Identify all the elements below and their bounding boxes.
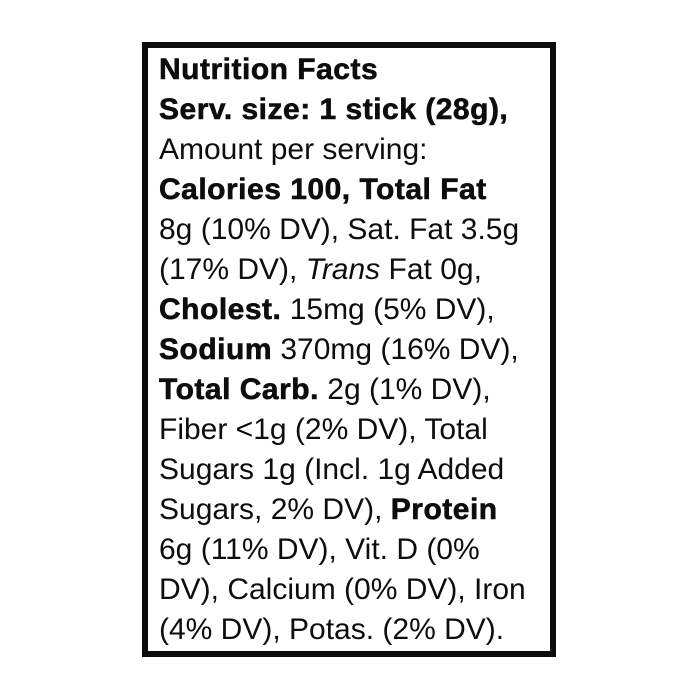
text-run-regular: 15mg (5% DV), [281, 293, 495, 326]
text-run-regular: Sugars, 2% DV), [159, 493, 391, 526]
text-run-regular: 370mg (16% DV), [272, 333, 519, 366]
nutrition-facts-label: Nutrition Facts Serv. size: 1 stick (28g… [142, 42, 556, 657]
label-line-sodium: Sodium 370mg (16% DV), [159, 330, 548, 370]
label-line-calories-totalfat: Calories 100, Total Fat [159, 170, 548, 210]
label-line-fiber: Fiber <1g (2% DV), Total [159, 410, 548, 450]
label-line-cholesterol: Cholest. 15mg (5% DV), [159, 290, 548, 330]
text-run-regular: 8g (10% DV), Sat. Fat 3.5g [159, 213, 520, 246]
text-run-bold: Cholest. [159, 293, 282, 327]
text-run-bold: Nutrition Facts [159, 53, 379, 87]
label-line-transfat: (17% DV), Trans Fat 0g, [159, 250, 548, 290]
label-line-fat-values: 8g (10% DV), Sat. Fat 3.5g [159, 210, 548, 250]
text-run-regular: 2g (1% DV), [318, 373, 491, 406]
text-run-regular: Fat 0g, [380, 253, 482, 286]
text-run-italic: Trans [305, 253, 381, 286]
text-run-regular: Amount per serving: [159, 133, 428, 166]
text-run-regular: Sugars 1g (Incl. 1g Added [159, 453, 505, 486]
label-line-protein-vitd: 6g (11% DV), Vit. D (0% [159, 530, 548, 570]
label-line-title: Nutrition Facts [159, 50, 548, 90]
text-run-regular: 6g (11% DV), Vit. D (0% [159, 533, 480, 566]
text-run-bold: Calories 100, Total Fat [159, 173, 487, 207]
text-run-bold: Sodium [159, 333, 272, 367]
label-line-serving-size: Serv. size: 1 stick (28g), [159, 90, 548, 130]
label-line-total-carb: Total Carb. 2g (1% DV), [159, 370, 548, 410]
label-line-amount-per-serving: Amount per serving: [159, 130, 548, 170]
label-line-added-sugars-protein: Sugars, 2% DV), Protein [159, 490, 548, 530]
text-run-regular: (17% DV), [159, 253, 306, 286]
text-run-bold: Serv. size: 1 stick (28g), [159, 93, 509, 127]
label-line-calcium-iron: DV), Calcium (0% DV), Iron [159, 570, 548, 610]
text-run-regular: (4% DV), Potas. (2% DV). [159, 613, 505, 646]
label-line-potassium: (4% DV), Potas. (2% DV). [159, 610, 548, 650]
label-line-sugars: Sugars 1g (Incl. 1g Added [159, 450, 548, 490]
text-run-regular: Fiber <1g (2% DV), Total [159, 413, 488, 446]
text-run-regular: DV), Calcium (0% DV), Iron [159, 573, 526, 606]
text-run-bold: Protein [390, 493, 498, 527]
text-run-bold: Total Carb. [159, 373, 319, 407]
